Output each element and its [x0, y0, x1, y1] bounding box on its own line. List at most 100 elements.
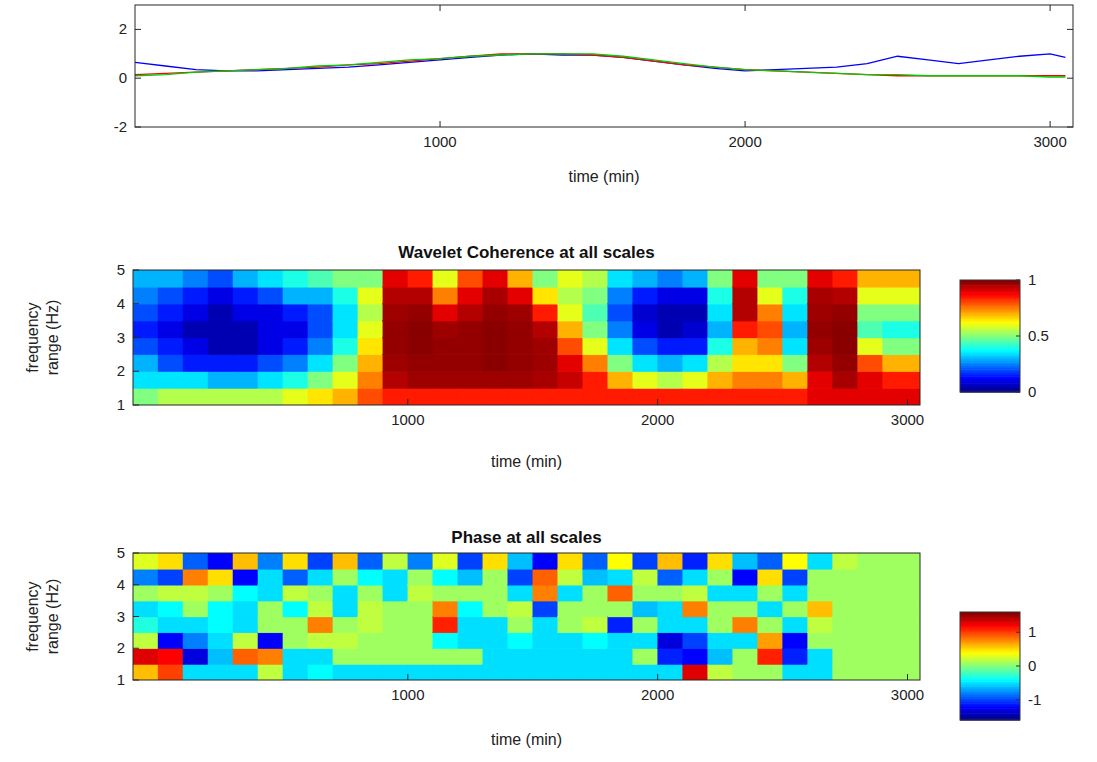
- cell: [633, 304, 658, 321]
- cell: [508, 270, 533, 287]
- cell: [733, 569, 758, 585]
- cell: [783, 601, 808, 617]
- colorbar-tick-label: 0: [1028, 657, 1036, 674]
- cell: [458, 354, 483, 371]
- cell: [758, 287, 783, 304]
- cell: [433, 569, 458, 585]
- cell: [183, 553, 208, 569]
- cell: [508, 338, 533, 355]
- cell: [558, 585, 583, 601]
- cell: [333, 354, 358, 371]
- y-tick: [1067, 127, 1073, 128]
- cell: [133, 321, 158, 338]
- cell: [208, 617, 233, 633]
- cell: [683, 338, 708, 355]
- cell: [383, 321, 408, 338]
- cell: [333, 371, 358, 388]
- y-tick: [133, 371, 139, 372]
- cell: [608, 321, 633, 338]
- cell: [808, 648, 833, 664]
- cell: [558, 388, 583, 405]
- cell: [408, 553, 433, 569]
- cell: [633, 569, 658, 585]
- cell: [683, 553, 708, 569]
- cell: [158, 270, 183, 287]
- cell: [733, 664, 758, 680]
- cell: [258, 632, 283, 648]
- cell: [458, 321, 483, 338]
- cell: [858, 287, 883, 304]
- cell: [308, 270, 333, 287]
- cell: [583, 321, 608, 338]
- cell: [833, 632, 858, 648]
- cell: [408, 617, 433, 633]
- cell: [733, 632, 758, 648]
- cell: [633, 585, 658, 601]
- cell: [608, 648, 633, 664]
- cell: [133, 664, 158, 680]
- cell: [783, 664, 808, 680]
- cell: [833, 569, 858, 585]
- cell: [783, 632, 808, 648]
- cell: [233, 585, 258, 601]
- cell: [358, 388, 383, 405]
- cell: [608, 304, 633, 321]
- colorbar-tick-label: 0.5: [1028, 327, 1049, 344]
- cell: [658, 553, 683, 569]
- x-tick-label: 2000: [641, 686, 674, 703]
- cell: [383, 388, 408, 405]
- cell: [808, 371, 833, 388]
- cell: [133, 648, 158, 664]
- cell: [708, 617, 733, 633]
- cell: [408, 321, 433, 338]
- cell: [583, 287, 608, 304]
- cell: [258, 585, 283, 601]
- cell: [758, 569, 783, 585]
- cell: [133, 569, 158, 585]
- cell: [633, 354, 658, 371]
- cell: [458, 648, 483, 664]
- cell: [808, 553, 833, 569]
- cell: [833, 287, 858, 304]
- cell: [583, 617, 608, 633]
- cell: [158, 321, 183, 338]
- y-tick-label: 3: [117, 329, 125, 346]
- cell: [508, 569, 533, 585]
- cell: [258, 287, 283, 304]
- cell: [483, 569, 508, 585]
- cell: [858, 664, 883, 680]
- cell: [458, 287, 483, 304]
- cell: [283, 632, 308, 648]
- cell: [658, 304, 683, 321]
- cell: [583, 354, 608, 371]
- cell: [208, 354, 233, 371]
- cell: [733, 585, 758, 601]
- cell: [233, 664, 258, 680]
- cell: [883, 388, 920, 405]
- cell: [358, 632, 383, 648]
- cell: [758, 338, 783, 355]
- cell: [533, 648, 558, 664]
- cell: [508, 648, 533, 664]
- cell: [483, 388, 508, 405]
- cell: [758, 585, 783, 601]
- x-tick: [657, 399, 658, 405]
- cell: [158, 354, 183, 371]
- plot-area: [133, 553, 920, 680]
- x-tick: [907, 674, 908, 680]
- cell: [458, 585, 483, 601]
- cell: [458, 553, 483, 569]
- cell: [408, 338, 433, 355]
- cell: [158, 388, 183, 405]
- cell: [658, 321, 683, 338]
- cell: [833, 585, 858, 601]
- cell: [233, 388, 258, 405]
- cell: [633, 371, 658, 388]
- cell: [533, 338, 558, 355]
- cell: [433, 553, 458, 569]
- cell: [533, 553, 558, 569]
- cell: [708, 321, 733, 338]
- cell: [558, 648, 583, 664]
- cell: [458, 371, 483, 388]
- plot-area: [133, 270, 920, 405]
